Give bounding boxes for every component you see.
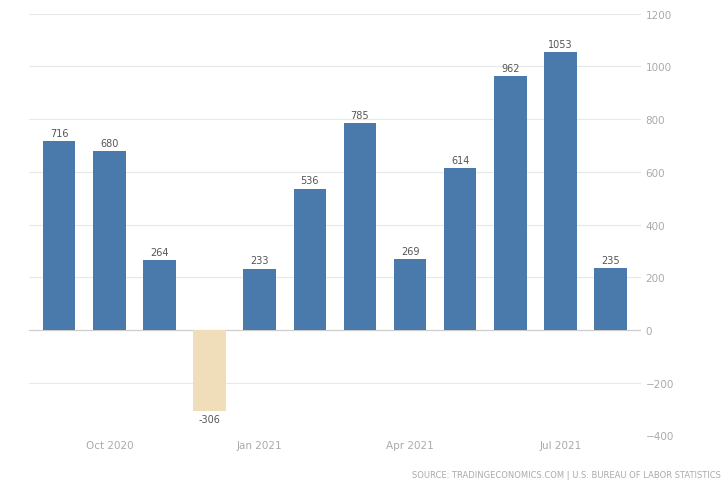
Bar — [394, 259, 427, 331]
Bar — [444, 169, 477, 331]
Bar — [243, 269, 276, 331]
Bar — [594, 269, 627, 331]
Text: 614: 614 — [451, 155, 470, 166]
Text: 269: 269 — [401, 246, 419, 257]
Text: 785: 785 — [351, 111, 369, 121]
Text: 1053: 1053 — [548, 40, 573, 50]
Bar — [344, 124, 376, 331]
Bar — [143, 261, 175, 331]
Bar — [43, 142, 76, 331]
Bar — [293, 189, 326, 331]
Text: 962: 962 — [501, 64, 520, 74]
Text: 233: 233 — [250, 256, 269, 266]
Bar — [193, 331, 226, 411]
Bar — [544, 53, 577, 331]
Text: 264: 264 — [150, 248, 169, 257]
Text: -306: -306 — [199, 414, 221, 424]
Text: 536: 536 — [301, 176, 319, 186]
Text: 716: 716 — [50, 129, 68, 139]
Text: 235: 235 — [601, 256, 620, 265]
Text: 680: 680 — [100, 138, 119, 148]
Bar — [93, 151, 126, 331]
Text: SOURCE: TRADINGECONOMICS.COM | U.S. BUREAU OF LABOR STATISTICS: SOURCE: TRADINGECONOMICS.COM | U.S. BURE… — [412, 470, 721, 479]
Bar — [494, 77, 526, 331]
